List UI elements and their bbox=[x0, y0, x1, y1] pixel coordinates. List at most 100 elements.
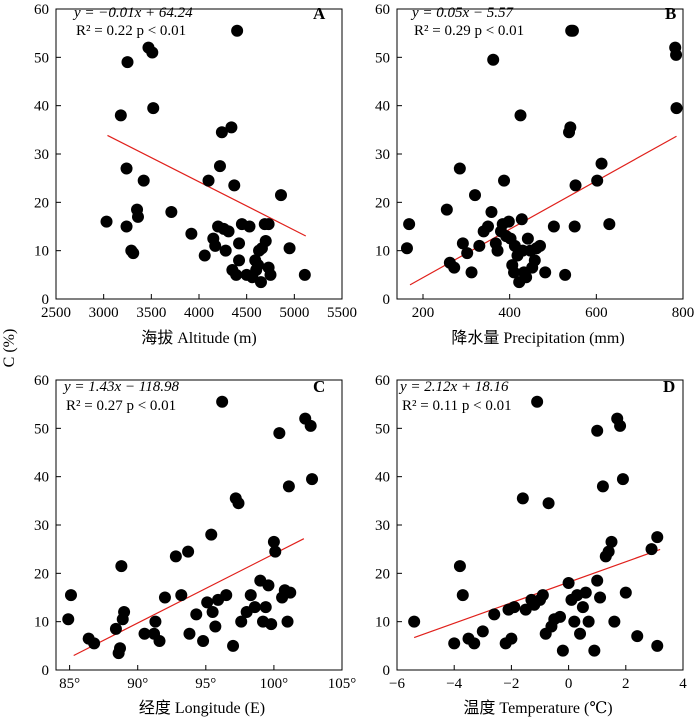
panel-d-data-point bbox=[619, 586, 632, 599]
panel-b-data-point bbox=[473, 239, 486, 252]
panel-b-data-point bbox=[547, 220, 560, 233]
panel-a-data-point bbox=[264, 268, 277, 281]
panel-b-data-point bbox=[534, 239, 546, 252]
panel-a-data-point bbox=[209, 239, 222, 252]
panel-a-x-tick-label: 5000 bbox=[279, 305, 309, 321]
panel-d-data-point bbox=[568, 615, 581, 628]
panel-a-y-tick-label: 20 bbox=[34, 195, 49, 211]
panel-a-equation: y = −0.01x + 64.24 bbox=[72, 5, 193, 21]
panel-d-data-point bbox=[574, 627, 587, 640]
panel-c-x-tick-label: 100° bbox=[260, 676, 289, 692]
panel-c-y-tick-label: 30 bbox=[34, 518, 49, 534]
panel-a-data-point bbox=[298, 268, 311, 281]
panel-c-letter: C bbox=[313, 377, 325, 396]
panel-c-data-point bbox=[205, 528, 218, 541]
panel-b-x-tick-label: 200 bbox=[412, 305, 435, 321]
panel-d-data-point bbox=[596, 480, 609, 493]
panel-a-data-point bbox=[100, 215, 113, 228]
panel-c-data-point bbox=[306, 473, 319, 486]
panel-c-data-point bbox=[206, 606, 219, 618]
panel-a-data-point bbox=[127, 247, 140, 260]
panel-b-r2: R² = 0.29 p < 0.01 bbox=[414, 23, 524, 39]
panel-b-data-point bbox=[528, 254, 541, 267]
panel-a-data-point bbox=[219, 244, 232, 257]
panel-b-data-point bbox=[456, 237, 469, 250]
panel-d-data-point bbox=[602, 545, 615, 558]
panel-a-x-tick-label: 2500 bbox=[41, 305, 71, 321]
panel-d-data-point bbox=[591, 574, 604, 587]
panel-a-data-point bbox=[198, 249, 211, 262]
panel-a-x-tick-label: 4500 bbox=[232, 305, 262, 321]
panel-c-data-point bbox=[209, 620, 222, 633]
shared-y-axis-label: C (%) bbox=[1, 329, 18, 368]
panel-c-data-point bbox=[259, 601, 272, 614]
panel-b-x-tick-label: 600 bbox=[585, 305, 608, 321]
panel-c-data-point bbox=[138, 627, 151, 640]
panel-c-data-point bbox=[281, 615, 294, 628]
panel-d-data-point bbox=[576, 601, 589, 614]
panel-c-data-point bbox=[109, 622, 122, 635]
panel-d-data-point bbox=[408, 615, 421, 628]
panel-a-data-point bbox=[121, 56, 134, 69]
panel-c-x-tick-label: 85° bbox=[59, 676, 80, 692]
panel-c-data-point bbox=[153, 635, 166, 647]
panel-d-y-tick-label: 40 bbox=[375, 470, 390, 486]
panel-c-regression-line bbox=[73, 538, 305, 657]
panel-d-x-tick-label: −6 bbox=[389, 676, 405, 692]
panel-c-x-tick-label: 90° bbox=[127, 676, 148, 692]
panel-b-data-point bbox=[487, 53, 500, 66]
panel-c-data-point bbox=[220, 589, 233, 602]
panel-d-y-tick-label: 30 bbox=[375, 518, 390, 534]
panel-b-data-point bbox=[568, 220, 581, 233]
panel-c-data-point bbox=[262, 579, 275, 592]
panel-a-data-point bbox=[243, 220, 256, 233]
panel-d-data-point bbox=[605, 535, 618, 548]
panel-c-data-point bbox=[115, 560, 128, 573]
panel-b-data-point bbox=[564, 121, 577, 134]
panel-b-y-tick-label: 30 bbox=[375, 147, 390, 163]
panel-b-data-point bbox=[591, 174, 604, 187]
panel-d-x-tick-label: 2 bbox=[622, 676, 630, 692]
panel-a-x-tick-label: 5500 bbox=[327, 305, 357, 321]
panel-d-data-point bbox=[631, 630, 644, 643]
panel-d-x-tick-label: −2 bbox=[503, 676, 519, 692]
panel-c-data-point bbox=[88, 637, 101, 650]
panel-d-data-point bbox=[505, 632, 518, 645]
panel-a-data-point bbox=[225, 121, 238, 134]
panel-c-y-tick-label: 60 bbox=[34, 373, 49, 389]
panel-d-data-point bbox=[616, 473, 629, 486]
panel-d-y-tick-label: 50 bbox=[375, 421, 390, 437]
panel-a-data-point bbox=[202, 174, 215, 187]
panel-a-data-point bbox=[114, 109, 127, 122]
panel-b-data-point bbox=[482, 220, 494, 233]
panel-d-data-point bbox=[651, 639, 664, 652]
panel-b-data-point bbox=[465, 266, 478, 279]
panel-a-data-point bbox=[185, 227, 198, 240]
panel-a-data-point bbox=[228, 179, 241, 192]
panel-c-data-point bbox=[265, 618, 278, 631]
panel-a-data-point bbox=[262, 218, 275, 231]
panel-b-data-point bbox=[400, 242, 413, 255]
panel-d-data-point bbox=[476, 625, 489, 638]
panel-d-data-point bbox=[556, 644, 569, 657]
panel-b: 200 400 600 800 0 10 20 30 40 50 60 y = 0.05x − 5.… bbox=[375, 2, 694, 347]
panel-b-data-point bbox=[514, 109, 527, 122]
panel-b-y-tick-label: 20 bbox=[375, 195, 390, 211]
panel-d-data-point bbox=[448, 637, 461, 650]
panel-b-data-point bbox=[491, 244, 504, 257]
panel-d-x-tick-label: 0 bbox=[565, 676, 573, 692]
panel-c-x-tick-label: 105° bbox=[328, 676, 357, 692]
panel-d-data-point bbox=[582, 615, 595, 628]
panel-c-r2: R² = 0.27 p < 0.01 bbox=[66, 398, 176, 414]
panel-c-data-point bbox=[244, 589, 257, 602]
panel-d-data-point bbox=[614, 419, 627, 432]
panel-b-data-point bbox=[469, 189, 481, 202]
panel-c-data-point bbox=[190, 608, 203, 621]
panel-d-data-point bbox=[579, 586, 592, 599]
panel-c-data-point bbox=[282, 480, 295, 493]
panel-d-data-point bbox=[645, 543, 658, 556]
panel-a-y-tick-label: 0 bbox=[42, 292, 50, 308]
panel-b-data-point bbox=[569, 179, 582, 192]
